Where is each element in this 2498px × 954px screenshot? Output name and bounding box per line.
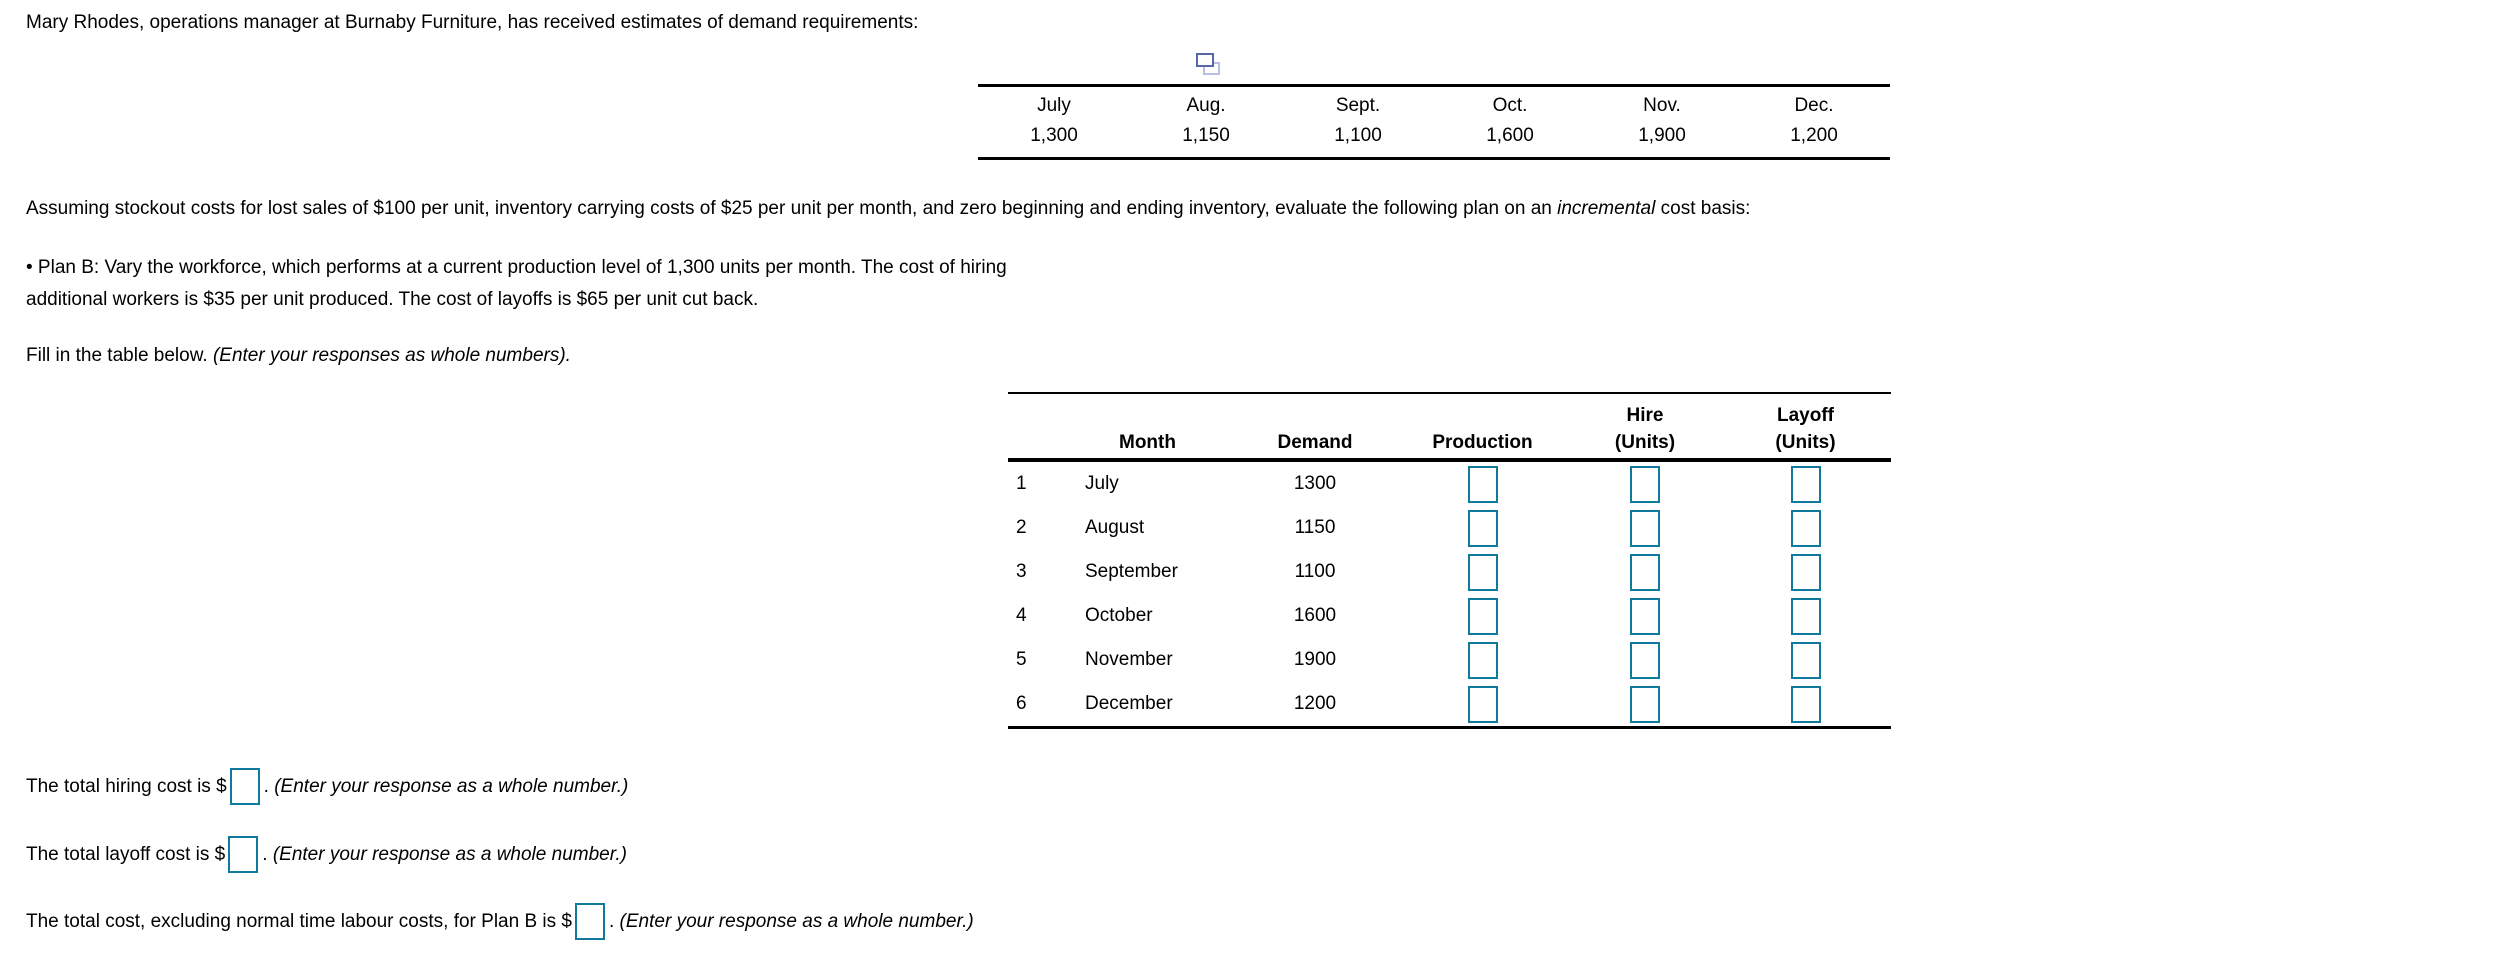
statement-prefix: The total layoff cost is $ [26,843,226,865]
production-input-november[interactable] [1467,641,1498,679]
demand-month-header: July [1037,95,1071,116]
row-number: 4 [1016,605,1027,626]
statement-prefix: The total hiring cost is $ [26,775,227,797]
duplicate-window-icon-front [1196,53,1214,67]
plan-table-header-row: Month Demand Production Hire (Units) Layo… [1008,394,1891,462]
header-production: Production [1432,432,1533,453]
production-input-august[interactable] [1467,509,1498,547]
row-demand: 1600 [1293,605,1337,626]
statement-period: . [262,843,273,865]
statement-period: . [263,775,275,797]
statement-note: (Enter your response as a whole number.) [272,843,627,865]
table-row: 5 November 1900 [1008,638,1891,682]
row-demand: 1150 [1294,517,1336,538]
row-number: 2 [1016,517,1027,538]
layoff-input-september[interactable] [1790,553,1821,591]
header-spacer [1008,402,1060,458]
demand-value: 1,200 [1790,125,1838,146]
total-hiring-cost-statement: The total hiring cost is $. (Enter your … [26,768,628,805]
production-input-september[interactable] [1467,553,1498,591]
plan-b-answer-table: Month Demand Production Hire (Units) Layo… [1008,392,1891,729]
demand-value: 1,100 [1334,125,1382,146]
row-month: July [1085,473,1119,494]
hire-input-november[interactable] [1630,641,1660,679]
header-layoff-units: Layoff (Units) [1775,405,1836,453]
row-number: 1 [1016,473,1027,494]
assumptions-text: Assuming stockout costs for lost sales o… [26,198,1751,219]
total-cost-statement: The total cost, excluding normal time la… [26,903,974,940]
table-row: 6 December 1200 [1008,682,1891,726]
statement-prefix: The total cost, excluding normal time la… [26,910,572,932]
demand-month-header: Aug. [1186,95,1226,116]
header-hire-units: Hire (Units) [1614,405,1676,453]
total-layoff-cost-input[interactable] [228,836,259,873]
row-demand: 1900 [1293,649,1337,670]
demand-month-header: Oct. [1492,95,1528,116]
hire-input-october[interactable] [1630,597,1660,635]
demand-table-month-row: July Aug. Sept. Oct. Nov. Dec. [978,91,1890,121]
statement-period: . [608,910,620,932]
row-month: September [1085,561,1178,582]
table-row: 2 August 1150 [1008,506,1891,550]
layoff-input-august[interactable] [1790,509,1821,547]
row-number: 3 [1016,561,1027,582]
hire-input-august[interactable] [1630,509,1660,547]
fill-instruction: Fill in the table below. (Enter your res… [26,345,571,366]
row-month: August [1085,517,1145,538]
intro-text: Mary Rhodes, operations manager at Burna… [26,12,919,33]
row-month: November [1085,649,1173,670]
total-cost-input[interactable] [574,903,605,940]
demand-month-header: Dec. [1794,95,1834,116]
layoff-input-july[interactable] [1790,465,1821,503]
table-row: 4 October 1600 [1008,594,1891,638]
production-input-december[interactable] [1467,685,1498,723]
plan-b-description: • Plan B: Vary the workforce, which perf… [26,257,1007,310]
row-demand: 1200 [1293,693,1337,714]
demand-value: 1,900 [1638,125,1686,146]
row-month: December [1085,693,1173,714]
statement-note: (Enter your response as a whole number.) [619,910,974,932]
demand-value: 1,600 [1486,125,1534,146]
row-demand: 1100 [1294,561,1336,582]
demand-value: 1,300 [1030,125,1078,146]
row-number: 6 [1016,693,1027,714]
total-layoff-cost-statement: The total layoff cost is $. (Enter your … [26,836,627,873]
hire-input-july[interactable] [1630,465,1660,503]
table-row: 1 July 1300 [1008,462,1891,506]
demand-table-value-row: 1,300 1,150 1,100 1,600 1,900 1,200 [978,121,1890,151]
statement-note: (Enter your response as a whole number.) [274,775,629,797]
layoff-input-october[interactable] [1790,597,1821,635]
production-input-july[interactable] [1467,465,1498,503]
header-month: Month [1119,432,1176,453]
bullet-icon: • [26,257,33,278]
hire-input-september[interactable] [1630,553,1660,591]
row-month: October [1085,605,1153,626]
duplicate-window-icon[interactable] [1196,53,1222,79]
total-hiring-cost-input[interactable] [229,768,260,805]
table-row: 3 September 1100 [1008,550,1891,594]
demand-month-header: Nov. [1643,95,1681,116]
demand-requirements-table: July Aug. Sept. Oct. Nov. Dec. 1,300 1,1… [978,84,1890,160]
row-number: 5 [1016,649,1027,670]
layoff-input-november[interactable] [1790,641,1821,679]
demand-value: 1,150 [1182,125,1230,146]
production-input-october[interactable] [1467,597,1498,635]
demand-month-header: Sept. [1335,95,1381,116]
header-demand: Demand [1277,432,1353,453]
layoff-input-december[interactable] [1790,685,1821,723]
hire-input-december[interactable] [1630,685,1660,723]
row-demand: 1300 [1293,473,1337,494]
